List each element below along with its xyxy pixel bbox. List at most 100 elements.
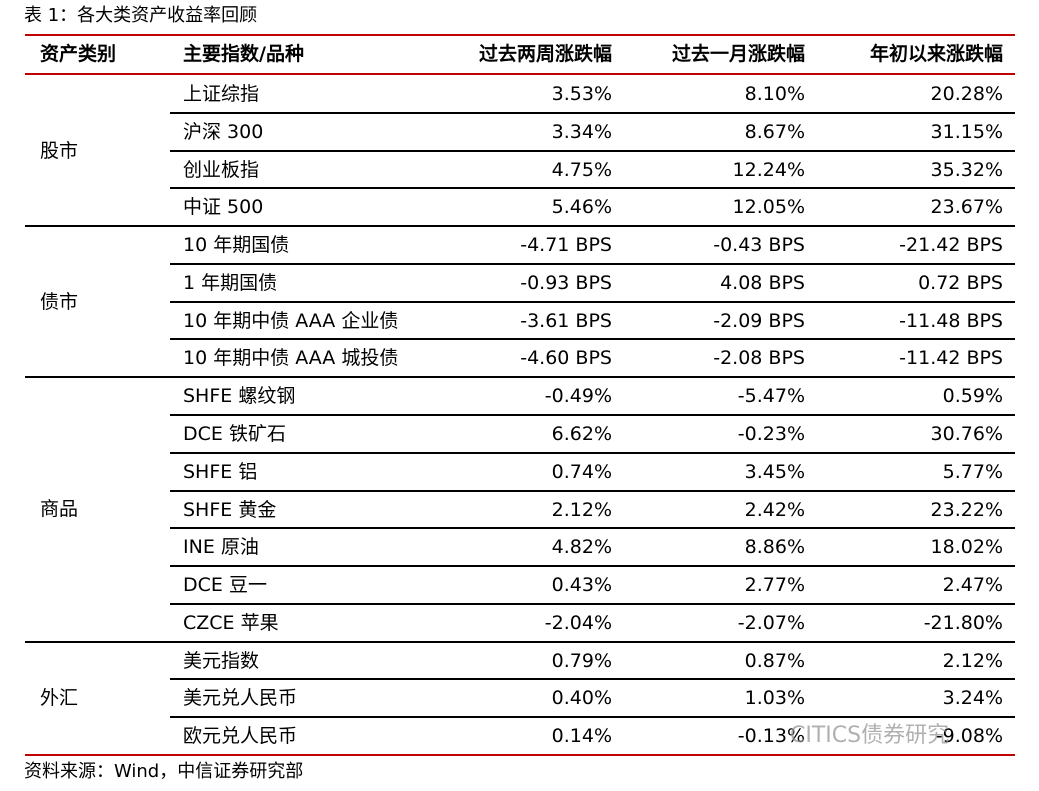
- value-cell: -2.07%: [737, 611, 805, 634]
- value-cell: 0.79%: [551, 649, 612, 672]
- value-cell: 2.12%: [551, 498, 612, 521]
- category-cell: 外汇: [40, 687, 79, 710]
- item-cell: 美元指数: [183, 649, 260, 672]
- item-cell: SHFE 铝: [183, 460, 258, 483]
- value-cell: 4.08 BPS: [720, 271, 805, 294]
- group-rule: [25, 754, 1015, 757]
- value-cell: -0.23%: [737, 423, 805, 446]
- value-cell: -11.48 BPS: [899, 309, 1003, 332]
- item-cell: INE 原油: [183, 536, 259, 559]
- value-cell: 8.86%: [744, 536, 805, 559]
- value-cell: -9.08%: [935, 725, 1003, 748]
- value-cell: 12.05%: [732, 196, 805, 219]
- group-rule: [25, 640, 1015, 643]
- value-cell: -0.93 BPS: [520, 271, 612, 294]
- item-cell: 1 年期国债: [183, 271, 278, 294]
- row-rule: [170, 451, 1015, 454]
- row-rule: [170, 489, 1015, 492]
- row-rule: [170, 527, 1015, 530]
- header-rule: [25, 73, 1015, 75]
- row-rule: [170, 187, 1015, 190]
- value-cell: 20.28%: [930, 83, 1003, 105]
- value-cell: -0.43 BPS: [713, 234, 805, 257]
- group-rule: [25, 225, 1015, 228]
- value-cell: 0.43%: [551, 574, 612, 597]
- value-cell: 35.32%: [930, 158, 1003, 181]
- value-cell: 2.42%: [744, 498, 805, 521]
- row-rule: [170, 565, 1015, 568]
- item-cell: SHFE 螺纹钢: [183, 385, 296, 408]
- value-cell: 5.46%: [551, 196, 612, 219]
- row-rule: [170, 300, 1015, 303]
- row-rule: [170, 716, 1015, 719]
- row-rule: [170, 602, 1015, 605]
- table-title: 表 1：各大类资产收益率回顾: [24, 5, 258, 26]
- value-cell: -0.49%: [544, 385, 612, 408]
- value-cell: 2.77%: [744, 574, 805, 597]
- value-cell: 12.24%: [732, 158, 805, 181]
- watermark: CITICS债券研究: [790, 723, 950, 748]
- value-cell: 5.77%: [942, 460, 1003, 483]
- row-rule: [170, 262, 1015, 265]
- item-cell: SHFE 黄金: [183, 498, 277, 521]
- header-cell: 资产类别: [40, 43, 117, 65]
- item-cell: 欧元兑人民币: [183, 725, 298, 748]
- value-cell: 0.40%: [551, 687, 612, 710]
- item-cell: DCE 豆一: [183, 574, 267, 597]
- top-rule: [25, 34, 1015, 36]
- value-cell: 30.76%: [930, 423, 1003, 446]
- value-cell: -21.80%: [923, 611, 1003, 634]
- row-rule: [170, 678, 1015, 681]
- value-cell: -4.71 BPS: [520, 234, 612, 257]
- source-note: 资料来源：Wind，中信证券研究部: [24, 761, 304, 782]
- value-cell: -5.47%: [737, 385, 805, 408]
- category-cell: 股市: [40, 139, 79, 162]
- row-rule: [170, 414, 1015, 417]
- value-cell: 31.15%: [930, 120, 1003, 143]
- value-cell: 18.02%: [930, 536, 1003, 559]
- value-cell: 0.74%: [551, 460, 612, 483]
- value-cell: 0.87%: [744, 649, 805, 672]
- header-cell: 过去一月涨跌幅: [671, 43, 805, 65]
- value-cell: -2.08 BPS: [713, 347, 805, 370]
- value-cell: -11.42 BPS: [899, 347, 1003, 370]
- item-cell: 10 年期中债 AAA 城投债: [183, 347, 399, 370]
- row-rule: [170, 149, 1015, 152]
- value-cell: 8.10%: [744, 83, 805, 105]
- category-cell: 债市: [40, 290, 79, 313]
- value-cell: 4.82%: [551, 536, 612, 559]
- item-cell: 创业板指: [183, 158, 260, 181]
- row-rule: [170, 111, 1015, 114]
- value-cell: -4.60 BPS: [520, 347, 612, 370]
- value-cell: 3.34%: [551, 120, 612, 143]
- value-cell: 8.67%: [744, 120, 805, 143]
- value-cell: 2.47%: [942, 574, 1003, 597]
- value-cell: -0.13%: [737, 725, 805, 748]
- value-cell: 0.72 BPS: [918, 271, 1003, 294]
- value-cell: -2.09 BPS: [713, 309, 805, 332]
- item-cell: DCE 铁矿石: [183, 423, 286, 446]
- header-cell: 年初以来涨跌幅: [869, 43, 1003, 65]
- header-cell: 主要指数/品种: [183, 43, 304, 65]
- value-cell: 1.03%: [744, 687, 805, 710]
- item-cell: 10 年期中债 AAA 企业债: [183, 309, 399, 332]
- item-cell: 沪深 300: [183, 120, 264, 143]
- value-cell: 3.24%: [942, 687, 1003, 710]
- value-cell: 3.53%: [551, 83, 612, 105]
- row-rule: [170, 338, 1015, 341]
- item-cell: 中证 500: [183, 196, 264, 219]
- category-cell: 商品: [40, 498, 79, 521]
- value-cell: 6.62%: [551, 423, 612, 446]
- value-cell: -3.61 BPS: [520, 309, 612, 332]
- value-cell: 3.45%: [744, 460, 805, 483]
- value-cell: 23.67%: [930, 196, 1003, 219]
- item-cell: 10 年期国债: [183, 234, 290, 257]
- value-cell: 2.12%: [942, 649, 1003, 672]
- item-cell: 美元兑人民币: [183, 687, 298, 710]
- value-cell: 0.14%: [551, 725, 612, 748]
- value-cell: 4.75%: [551, 158, 612, 181]
- value-cell: -21.42 BPS: [899, 234, 1003, 257]
- item-cell: CZCE 苹果: [183, 611, 279, 634]
- value-cell: 23.22%: [930, 498, 1003, 521]
